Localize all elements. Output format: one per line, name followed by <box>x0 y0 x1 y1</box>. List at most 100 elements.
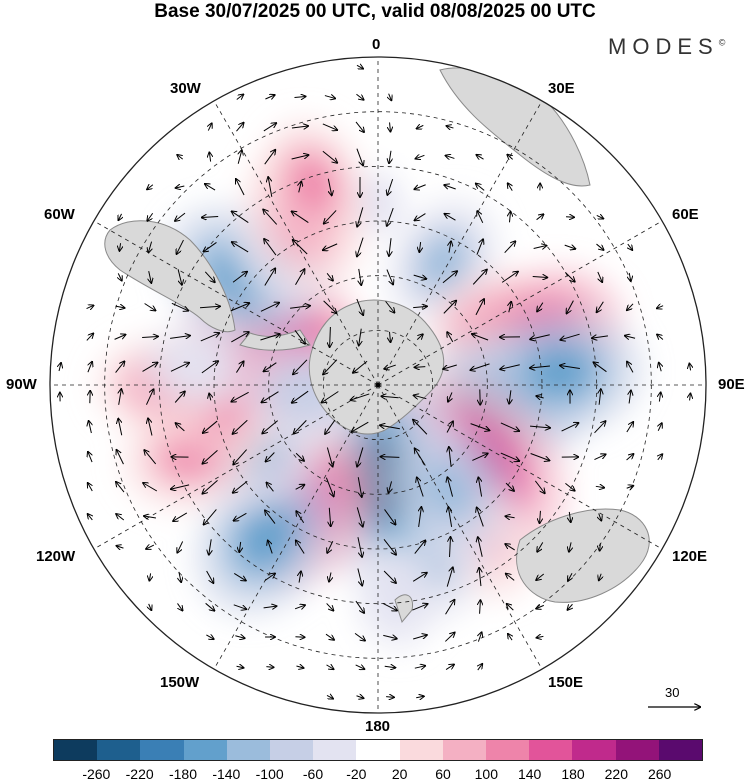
wind-vector <box>179 571 181 582</box>
wind-vector <box>200 333 219 342</box>
graticule <box>50 57 706 713</box>
wind-vector <box>260 303 279 312</box>
wind-vector <box>356 148 363 166</box>
wind-vector <box>690 394 691 401</box>
wind-vector <box>596 215 603 218</box>
wind-vector <box>117 546 124 548</box>
wind-vector <box>293 359 308 374</box>
wind-vector <box>262 391 279 403</box>
wind-vector <box>536 605 544 608</box>
anomaly-cell-0 <box>363 183 393 222</box>
wind-vector <box>417 478 424 497</box>
wind-vector <box>540 510 541 523</box>
wind-vector <box>116 482 125 493</box>
wind-vector <box>203 449 218 463</box>
wind-vector <box>564 272 574 281</box>
meridian-line <box>377 384 543 670</box>
wind-vector <box>658 423 662 431</box>
wind-vector <box>447 332 454 343</box>
wind-vector <box>357 207 364 226</box>
wind-vectors <box>59 65 691 698</box>
lon-label-90w: 90W <box>6 376 37 393</box>
wind-vector <box>204 242 217 251</box>
wind-vector <box>448 507 451 527</box>
lon-label-30w: 30W <box>170 80 201 97</box>
wind-vector <box>415 213 426 221</box>
wind-vector <box>291 126 308 128</box>
wind-vector <box>233 449 248 465</box>
wind-vector <box>233 419 248 434</box>
wind-vector <box>470 423 490 431</box>
wind-vector <box>387 207 394 226</box>
wind-vector <box>505 482 514 491</box>
wind-vector <box>505 544 515 551</box>
wind-vector <box>569 511 570 522</box>
wind-vector <box>447 477 454 497</box>
wind-vector <box>204 271 214 282</box>
wind-vector <box>147 212 154 221</box>
wind-vector <box>293 240 308 255</box>
wind-vector <box>419 241 420 252</box>
wind-vector <box>383 539 396 554</box>
colorbar-tick-label: -140 <box>212 766 241 782</box>
colorbar-swatch-6 <box>313 740 357 760</box>
wind-vector <box>296 511 305 524</box>
wind-vector <box>87 362 92 373</box>
colorbar-tick-label: -100 <box>255 766 284 782</box>
wind-vector <box>357 477 361 497</box>
wind-vector <box>352 421 369 432</box>
wind-vector <box>448 392 452 401</box>
wind-vector <box>146 545 155 549</box>
wind-vector <box>86 334 93 341</box>
wind-vector <box>292 211 309 223</box>
colorbar-tick-label: -180 <box>168 766 198 782</box>
antarctica-landmass <box>239 299 445 435</box>
wind-vector <box>238 150 242 164</box>
wind-vector <box>479 568 481 587</box>
lon-label-60w: 60W <box>44 206 75 223</box>
wind-vector <box>295 269 305 286</box>
colorbar <box>53 739 703 761</box>
wind-vector <box>115 361 125 373</box>
wind-vector <box>416 696 424 697</box>
wind-vector <box>478 664 482 671</box>
wind-vector <box>390 122 391 131</box>
colorbar-tick-label: -260 <box>82 766 111 782</box>
wind-vector <box>386 697 394 698</box>
colorbar-swatch-1 <box>97 740 141 760</box>
wind-vector <box>595 486 604 487</box>
wind-vector <box>294 605 305 609</box>
wind-vector <box>689 364 690 371</box>
wind-vector <box>177 155 182 159</box>
wind-vector <box>629 391 631 404</box>
wind-vector <box>384 666 396 667</box>
wind-vector <box>509 390 511 403</box>
wind-vector <box>359 328 361 346</box>
wind-vector <box>445 600 455 615</box>
wind-vector <box>383 635 396 638</box>
wind-vector <box>385 301 395 312</box>
wind-vector <box>201 361 218 374</box>
wind-vector <box>171 302 188 310</box>
wind-vector <box>325 419 336 434</box>
wind-vector <box>597 301 604 313</box>
wind-vector <box>627 303 634 310</box>
wind-vector <box>532 277 548 278</box>
wind-vector <box>506 574 515 581</box>
wind-vector <box>384 509 396 524</box>
wind-vector <box>413 306 427 307</box>
wind-vector <box>322 150 337 163</box>
wind-vector <box>209 539 211 554</box>
wind-vector <box>412 573 427 582</box>
wind-vector <box>533 246 547 249</box>
wind-vector <box>355 121 364 132</box>
wind-vector <box>294 96 305 97</box>
wind-vector <box>144 516 156 518</box>
wind-vector <box>88 514 93 521</box>
colorbar-tick-label: 60 <box>435 766 451 782</box>
colorbar-swatch-7 <box>356 740 400 760</box>
colorbar-tick-label: 180 <box>561 766 585 782</box>
wind-vector <box>236 95 243 100</box>
wind-vector <box>264 362 277 372</box>
